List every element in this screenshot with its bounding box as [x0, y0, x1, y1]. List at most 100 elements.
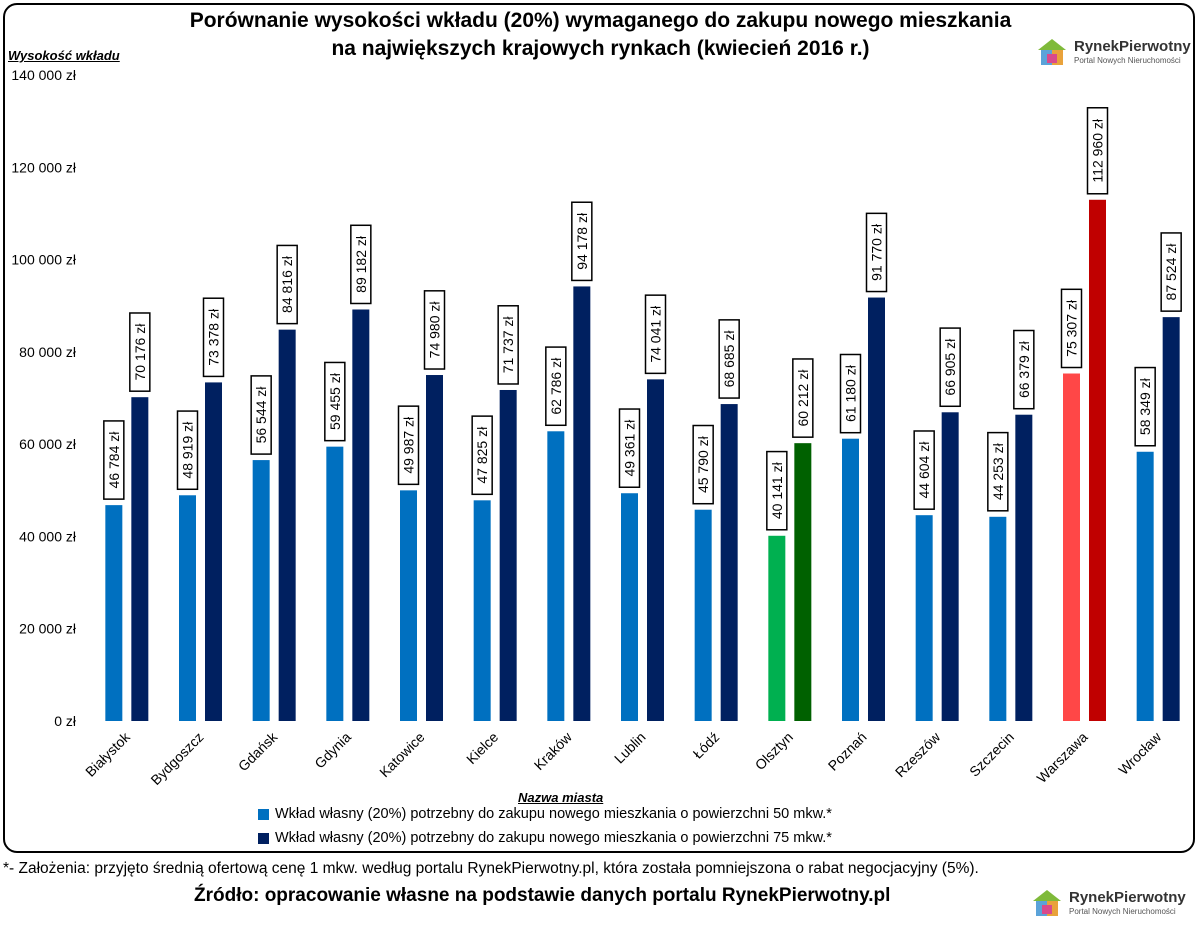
- logo-top: RynekPierwotny Portal Nowych Nieruchomoś…: [1035, 36, 1191, 68]
- data-label: 89 182 zł: [353, 235, 369, 293]
- data-label: 40 141 zł: [769, 461, 785, 519]
- legend-label-75: Wkład własny (20%) potrzebny do zakupu n…: [275, 830, 832, 846]
- data-label-box: [103, 420, 125, 500]
- logo-bottom: RynekPierwotny Portal Nowych Nieruchomoś…: [1030, 887, 1186, 919]
- data-label-box: [1013, 329, 1035, 410]
- chart-title-line-2: na największych krajowych rynkach (kwiec…: [331, 37, 870, 60]
- house-icon: [1033, 890, 1061, 916]
- data-label: 74 041 zł: [648, 305, 664, 363]
- data-label: 56 544 zł: [253, 386, 269, 444]
- y-tick-label: 80 000 zł: [19, 344, 77, 360]
- bar: [1089, 199, 1106, 722]
- data-label: 45 790 zł: [695, 435, 711, 493]
- bar: [499, 389, 517, 721]
- bar: [720, 404, 738, 721]
- y-tick-label: 20 000 zł: [19, 621, 77, 637]
- bar: [400, 490, 417, 721]
- legend-label-50: Wkład własny (20%) potrzebny do zakupu n…: [275, 806, 832, 822]
- bar: [205, 382, 222, 721]
- data-label-box: [1086, 107, 1109, 195]
- data-label-box: [471, 415, 493, 496]
- x-tick-label: Lublin: [611, 729, 649, 767]
- data-label: 66 379 zł: [1016, 340, 1032, 398]
- data-label-box: [176, 410, 199, 491]
- y-tick-label: 40 000 zł: [19, 528, 77, 544]
- data-label: 87 524 zł: [1163, 243, 1179, 301]
- source-note: Źródło: opracowanie własne na podstawie …: [194, 885, 891, 906]
- x-tick-label: Kielce: [463, 729, 501, 767]
- y-tick-label: 60 000 zł: [19, 436, 77, 452]
- data-label: 46 784 zł: [106, 431, 122, 489]
- bar: [842, 438, 859, 721]
- data-label: 59 455 zł: [327, 372, 343, 430]
- data-label-box: [423, 290, 446, 370]
- x-tick-label: Gdańsk: [235, 728, 281, 774]
- data-label-box: [618, 408, 641, 488]
- data-label-box: [692, 424, 714, 505]
- x-tick-label: Szczecin: [966, 729, 1017, 780]
- data-label: 62 786 zł: [548, 357, 564, 415]
- bar: [989, 516, 1007, 721]
- data-label: 49 361 zł: [622, 419, 638, 477]
- data-label-box: [644, 294, 667, 375]
- data-label: 84 816 zł: [279, 255, 295, 313]
- legend-swatch-75: [258, 832, 269, 844]
- data-label-box: [839, 353, 862, 434]
- data-label-box: [1060, 288, 1083, 369]
- data-label-box: [718, 319, 740, 399]
- data-label: 61 180 zł: [843, 364, 859, 422]
- data-label-box: [324, 361, 346, 442]
- bar: [252, 460, 270, 721]
- data-label: 66 905 zł: [942, 338, 958, 396]
- data-label-box: [571, 201, 593, 282]
- logo-name: RynekPierwotny: [1069, 889, 1186, 906]
- data-label: 71 737 zł: [500, 316, 516, 374]
- x-tick-label: Warszawa: [1033, 729, 1090, 786]
- x-tick-label: Poznań: [825, 729, 870, 774]
- data-label-box: [913, 430, 935, 510]
- data-label: 44 253 zł: [990, 442, 1006, 500]
- bar: [326, 446, 344, 721]
- bar: [915, 515, 933, 721]
- x-tick-label: Białystok: [82, 728, 134, 780]
- bar: [868, 297, 885, 721]
- data-label-box: [865, 212, 888, 293]
- x-tick-label: Rzeszów: [892, 728, 944, 780]
- bar: [573, 286, 591, 721]
- bar: [768, 535, 786, 721]
- y-tick-label: 120 000 zł: [11, 159, 76, 175]
- x-tick-label: Olsztyn: [752, 729, 796, 773]
- data-label-box: [766, 450, 788, 531]
- data-label: 68 685 zł: [721, 330, 737, 388]
- data-label: 112 960 zł: [1090, 118, 1106, 182]
- bar: [794, 443, 812, 721]
- data-label-box: [939, 327, 961, 408]
- bar: [647, 379, 664, 721]
- y-axis-title: Wysokość wkładu: [8, 48, 120, 63]
- data-label: 58 349 zł: [1137, 377, 1153, 435]
- data-label: 74 980 zł: [427, 301, 443, 359]
- data-label: 73 378 zł: [206, 308, 222, 366]
- data-label-box: [397, 405, 420, 486]
- house-icon: [1038, 39, 1066, 65]
- data-label-box: [202, 297, 225, 378]
- x-tick-label: Katowice: [376, 729, 428, 781]
- x-tick-label: Łódź: [690, 729, 723, 762]
- logo-tagline: Portal Nowych Nieruchomości: [1074, 56, 1181, 65]
- data-label-box: [792, 358, 814, 438]
- bar: [547, 431, 565, 721]
- x-axis-title: Nazwa miasta: [518, 790, 604, 805]
- logo-tagline: Portal Nowych Nieruchomości: [1069, 907, 1176, 916]
- chart-title-line-1: Porównanie wysokości wkładu (20%) wymaga…: [189, 9, 1012, 32]
- data-label-box: [1134, 366, 1156, 447]
- legend-item-75: Wkład własny (20%) potrzebny do zakupu n…: [258, 830, 832, 846]
- data-label: 47 825 zł: [474, 426, 490, 484]
- data-label-box: [276, 244, 298, 325]
- data-label: 49 987 zł: [401, 416, 417, 474]
- bar: [1162, 317, 1180, 721]
- bar: [941, 412, 959, 721]
- data-label-box: [129, 312, 151, 392]
- bar: [426, 375, 443, 721]
- data-label-box: [545, 346, 567, 427]
